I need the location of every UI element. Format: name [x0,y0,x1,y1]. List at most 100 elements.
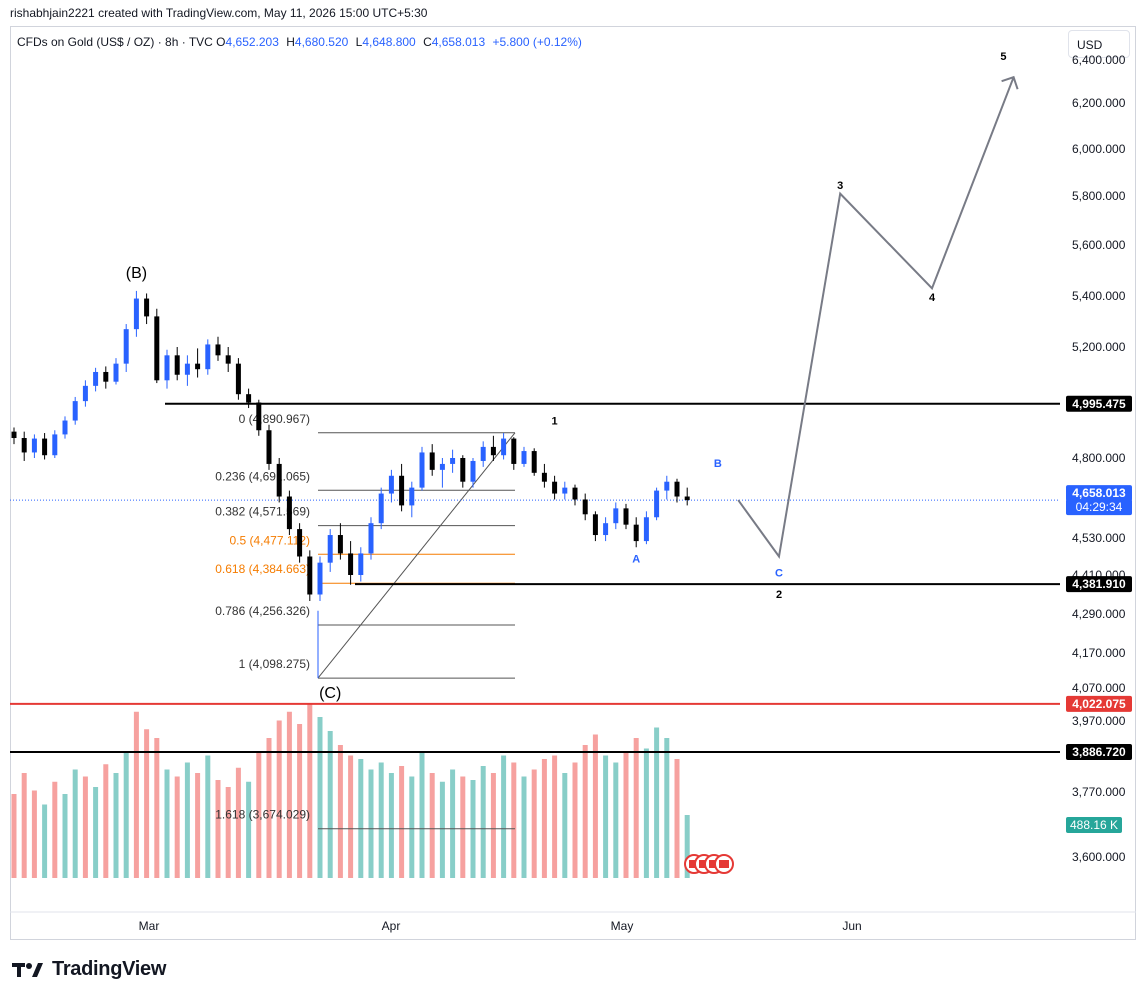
fib-level-label: 0 (4,890.967) [239,412,310,426]
change-value: +5.800 (+0.12%) [492,35,582,49]
candle-body [684,496,690,501]
y-axis-tick: 3,600.000 [1072,850,1126,864]
volume-bar [235,767,241,878]
volume-bar [684,815,690,878]
volume-bar [52,781,58,878]
price-tag [1066,695,1132,712]
candle-body [541,472,547,482]
y-axis-tick: 4,800.000 [1072,451,1126,465]
chart-frame [10,26,1136,940]
candle-body [246,394,252,403]
candle-body [113,363,119,382]
low-value: 4,648.800 [362,35,416,49]
candle-body [317,562,323,595]
price-tag-label: 4,995.475 [1072,397,1126,411]
wave-label: 5 [1000,51,1006,63]
candle-body [582,499,588,515]
volume-bar [623,752,629,878]
candle-body [205,344,211,370]
y-axis-tick: 4,170.000 [1072,646,1126,660]
candle-body [358,553,364,575]
volume-tag-label: 488.16 K [1070,818,1118,832]
volume-bar [174,776,180,878]
volume-bar [82,776,88,878]
volume-bar [521,776,527,878]
volume-bar [531,769,537,878]
volume-bar [368,769,374,878]
candle-body [460,458,466,482]
volume-bar [133,711,139,878]
volume-bar [603,755,609,878]
candle-body [603,523,609,536]
volume-bar [215,780,221,878]
candle-body [327,535,333,563]
price-tag-label: 4,658.013 [1072,486,1126,500]
wave-label: C [775,568,783,580]
candle-body [195,363,201,370]
volume-bar [552,755,558,878]
candle-body [439,463,445,470]
y-axis-tick: 5,400.000 [1072,289,1126,303]
wave-label: (B) [126,265,147,282]
candle-body [42,438,48,456]
x-axis-tick: Jun [842,919,861,933]
volume-bar [307,703,313,878]
candle-body [511,438,517,464]
price-tag [1066,485,1132,502]
price-tag-label: 3,886.720 [1072,745,1126,759]
candle-body [664,481,670,491]
candle-body [184,363,190,375]
candle-body [348,553,354,575]
volume-bar [195,773,201,878]
wave-projection-path [737,76,1015,560]
candle-body [297,529,303,557]
candle-body [286,496,292,530]
volume-bar [450,769,456,878]
candle-body [633,524,639,542]
candle-body [552,481,558,494]
wave-label: 1 [552,416,558,428]
volume-bar [378,762,384,878]
candle-body [531,451,537,473]
y-axis-tick: 4,070.000 [1072,681,1126,695]
currency-button[interactable]: USD [1068,30,1130,58]
candle-body [643,517,649,542]
volume-bar [592,734,598,878]
volume-bar [154,738,160,878]
price-tag [1066,395,1132,412]
candle-body [419,452,425,488]
candle-body [235,363,241,395]
volume-bar [664,738,670,878]
volume-bar [501,755,507,878]
volume-bar [266,738,272,878]
volume-bar [31,790,37,878]
volume-bar [144,729,150,878]
volume-bar [429,773,435,878]
volume-bar [184,762,190,878]
candle-body [490,446,496,456]
close-value: 4,658.013 [431,35,486,49]
wave-label: B [714,458,722,470]
candle-body [62,420,68,435]
candle-body [613,508,619,524]
volume-bar [480,766,486,878]
open-value: 4,652.203 [225,35,279,49]
low-label: L [355,35,363,49]
candle-body [450,458,456,464]
fib-level-label: 0.5 (4,477.112) [229,533,310,547]
candle-body [368,523,374,554]
volume-bar [439,781,445,878]
us-flag-icon [719,860,729,868]
candle-body [215,344,221,356]
candle-body [399,475,405,506]
footer-brand: TradingView [52,958,167,980]
candle-body [562,487,568,494]
candle-body [133,298,139,330]
x-axis-tick: Apr [382,919,401,933]
volume-bar [490,773,496,878]
volume-bar [103,764,109,878]
candle-body [378,493,384,524]
wave-label: (C) [319,685,341,702]
author-credit: rishabhjain2221 created with TradingView… [10,6,428,20]
